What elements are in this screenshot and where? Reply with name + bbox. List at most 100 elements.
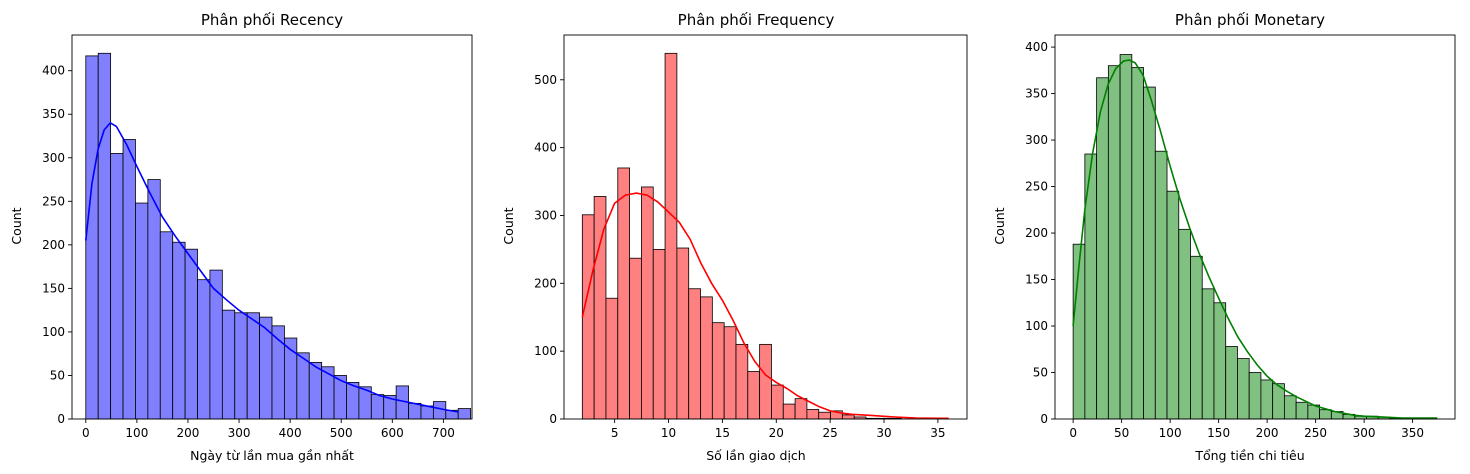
histogram-bar xyxy=(711,322,725,420)
y-axis-ticks: 0 50 100 150 200 250 300 350 400 xyxy=(42,64,72,426)
y-tick-label: 300 xyxy=(1025,133,1048,147)
x-tick-label: 50 xyxy=(1114,426,1129,440)
histogram-bar xyxy=(1143,86,1156,420)
histogram-bar xyxy=(197,279,211,420)
y-tick-label: 200 xyxy=(1025,226,1048,240)
x-tick-label: 20 xyxy=(769,426,784,440)
chart-title: Phân phối Monetary xyxy=(1175,11,1325,29)
y-tick-label: 300 xyxy=(534,208,557,222)
histogram-bar xyxy=(1107,65,1121,420)
y-tick-label: 350 xyxy=(1025,87,1048,101)
histogram-bar xyxy=(629,257,642,420)
histogram-bar xyxy=(1213,302,1227,420)
x-tick-label: 500 xyxy=(330,426,353,440)
y-axis-ticks: 0 100 200 300 400 500 xyxy=(534,73,564,426)
kde-line xyxy=(1072,59,1437,419)
histogram-bar xyxy=(147,179,161,420)
y-tick-label: 300 xyxy=(42,151,65,165)
x-axis-label: Ngày từ lần mua gần nhất xyxy=(190,448,354,463)
histogram-bar xyxy=(234,312,248,420)
x-axis-ticks: 0 50 100 150 200 250 300 350 xyxy=(1069,419,1424,440)
histogram-bar xyxy=(652,248,666,420)
chart-panel-frequency: Phân phối Frequency 5 10 15 20 25 30 35 0 100 20… xyxy=(501,11,968,463)
y-tick-label: 500 xyxy=(534,73,557,87)
histogram-bar xyxy=(581,214,595,420)
x-tick-label: 200 xyxy=(1256,426,1279,440)
histogram-bar xyxy=(605,297,619,420)
histogram-bar xyxy=(771,384,784,420)
histogram-bar xyxy=(296,352,310,420)
histogram-bar xyxy=(700,296,713,420)
histogram-bar xyxy=(184,248,198,420)
x-tick-label: 15 xyxy=(715,426,730,440)
y-axis-label: Count xyxy=(9,207,24,244)
histogram-bar xyxy=(1178,228,1191,420)
histogram-bar xyxy=(221,309,236,420)
histogram-bar xyxy=(1248,372,1262,420)
histogram-bar xyxy=(1225,346,1238,420)
histogram-bar xyxy=(420,405,434,420)
histogram-bars xyxy=(1072,54,1438,420)
x-axis-ticks: 0 100 200 300 400 500 600 700 xyxy=(82,419,455,440)
y-tick-label: 50 xyxy=(1033,366,1048,380)
histogram-bar xyxy=(1166,190,1180,420)
y-tick-label: 250 xyxy=(42,194,65,208)
histogram-bar xyxy=(1096,77,1109,420)
x-tick-label: 700 xyxy=(432,426,455,440)
histogram-bar xyxy=(122,139,136,420)
histogram-bars xyxy=(85,52,472,420)
x-axis-label: Tổng tiền chi tiêu xyxy=(1194,448,1304,463)
x-axis-label: Số lần giao dịch xyxy=(706,448,805,463)
y-tick-label: 400 xyxy=(1025,40,1048,54)
histogram-bar xyxy=(1154,150,1168,420)
x-tick-label: 300 xyxy=(1353,426,1376,440)
x-tick-label: 600 xyxy=(381,426,404,440)
histogram-bar xyxy=(1190,255,1203,420)
histogram-bar xyxy=(794,398,808,420)
histogram-bar xyxy=(1119,54,1133,420)
histogram-bar xyxy=(676,247,690,420)
chart-title: Phân phối Frequency xyxy=(678,11,835,29)
y-tick-label: 150 xyxy=(42,281,65,295)
y-tick-label: 100 xyxy=(1025,319,1048,333)
histogram-bar xyxy=(1201,288,1215,420)
x-tick-label: 35 xyxy=(930,426,945,440)
x-tick-label: 25 xyxy=(823,426,838,440)
x-tick-label: 100 xyxy=(1159,426,1182,440)
y-tick-label: 400 xyxy=(42,64,65,78)
y-tick-label: 0 xyxy=(57,412,65,426)
histogram-bar xyxy=(346,382,360,420)
histogram-bar xyxy=(85,55,99,420)
histogram-bar xyxy=(735,343,749,420)
x-tick-label: 400 xyxy=(279,426,302,440)
plot-frame xyxy=(1054,34,1456,420)
y-axis-label: Count xyxy=(501,207,516,244)
y-tick-label: 100 xyxy=(534,344,557,358)
kde-line xyxy=(581,192,949,420)
histogram-bar xyxy=(1131,67,1144,420)
y-tick-label: 250 xyxy=(1025,180,1048,194)
histogram-bar xyxy=(759,343,772,420)
histogram-bar xyxy=(818,411,831,420)
histogram-bar xyxy=(172,241,186,420)
histogram-bar xyxy=(806,409,820,420)
x-tick-label: 250 xyxy=(1304,426,1327,440)
y-axis-ticks: 0 50 100 150 200 250 300 350 400 xyxy=(1025,40,1055,426)
histogram-bar xyxy=(782,403,796,420)
histogram-bar xyxy=(159,231,174,420)
chart-title: Phân phối Recency xyxy=(201,11,343,29)
x-tick-label: 0 xyxy=(82,426,90,440)
x-axis-ticks: 5 10 15 20 25 30 35 xyxy=(611,419,946,440)
x-tick-label: 10 xyxy=(661,426,676,440)
y-tick-label: 400 xyxy=(534,141,557,155)
y-tick-label: 0 xyxy=(549,412,557,426)
x-tick-label: 150 xyxy=(1207,426,1230,440)
y-tick-label: 150 xyxy=(1025,273,1048,287)
histogram-bar xyxy=(1237,358,1250,420)
plot-frame xyxy=(563,34,968,420)
histogram-bar xyxy=(1260,379,1274,420)
histogram-bar xyxy=(747,371,761,420)
y-tick-label: 0 xyxy=(1040,412,1048,426)
y-tick-label: 100 xyxy=(42,325,65,339)
x-tick-label: 200 xyxy=(177,426,200,440)
